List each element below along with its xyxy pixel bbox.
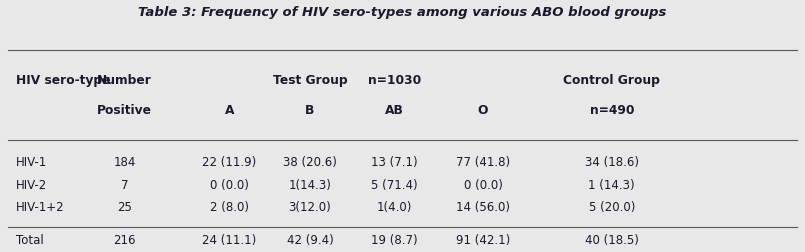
Text: 19 (8.7): 19 (8.7) xyxy=(371,234,418,247)
Text: 0 (0.0): 0 (0.0) xyxy=(210,179,249,192)
Text: 38 (20.6): 38 (20.6) xyxy=(283,156,336,169)
Text: 0 (0.0): 0 (0.0) xyxy=(464,179,502,192)
Text: n=1030: n=1030 xyxy=(368,74,421,87)
Text: n=490: n=490 xyxy=(589,104,634,117)
Text: 25: 25 xyxy=(118,201,132,214)
Text: A: A xyxy=(225,104,234,117)
Text: 22 (11.9): 22 (11.9) xyxy=(202,156,257,169)
Text: 40 (18.5): 40 (18.5) xyxy=(585,234,638,247)
Text: 1(4.0): 1(4.0) xyxy=(377,201,412,214)
Text: AB: AB xyxy=(385,104,404,117)
Text: 184: 184 xyxy=(114,156,136,169)
Text: 42 (9.4): 42 (9.4) xyxy=(287,234,333,247)
Text: 1 (14.3): 1 (14.3) xyxy=(588,179,635,192)
Text: 24 (11.1): 24 (11.1) xyxy=(202,234,257,247)
Text: HIV-1: HIV-1 xyxy=(16,156,47,169)
Text: Table 3: Frequency of HIV sero-types among various ABO blood groups: Table 3: Frequency of HIV sero-types amo… xyxy=(138,6,667,19)
Text: Number: Number xyxy=(97,74,152,87)
Text: B: B xyxy=(305,104,315,117)
Text: 13 (7.1): 13 (7.1) xyxy=(371,156,418,169)
Text: HIV sero-type: HIV sero-type xyxy=(16,74,110,87)
Text: 34 (18.6): 34 (18.6) xyxy=(584,156,639,169)
Text: 14 (56.0): 14 (56.0) xyxy=(456,201,510,214)
Text: HIV-2: HIV-2 xyxy=(16,179,47,192)
Text: 7: 7 xyxy=(121,179,129,192)
Text: 3(12.0): 3(12.0) xyxy=(288,201,332,214)
Text: 216: 216 xyxy=(114,234,136,247)
Text: Test Group: Test Group xyxy=(273,74,347,87)
Text: 1(14.3): 1(14.3) xyxy=(288,179,332,192)
Text: Total: Total xyxy=(16,234,43,247)
Text: 5 (20.0): 5 (20.0) xyxy=(588,201,635,214)
Text: Positive: Positive xyxy=(97,104,152,117)
Text: 2 (8.0): 2 (8.0) xyxy=(210,201,249,214)
Text: 77 (41.8): 77 (41.8) xyxy=(456,156,510,169)
Text: 91 (42.1): 91 (42.1) xyxy=(456,234,510,247)
Text: Control Group: Control Group xyxy=(564,74,660,87)
Text: O: O xyxy=(477,104,489,117)
Text: 5 (71.4): 5 (71.4) xyxy=(371,179,418,192)
Text: HIV-1+2: HIV-1+2 xyxy=(16,201,64,214)
